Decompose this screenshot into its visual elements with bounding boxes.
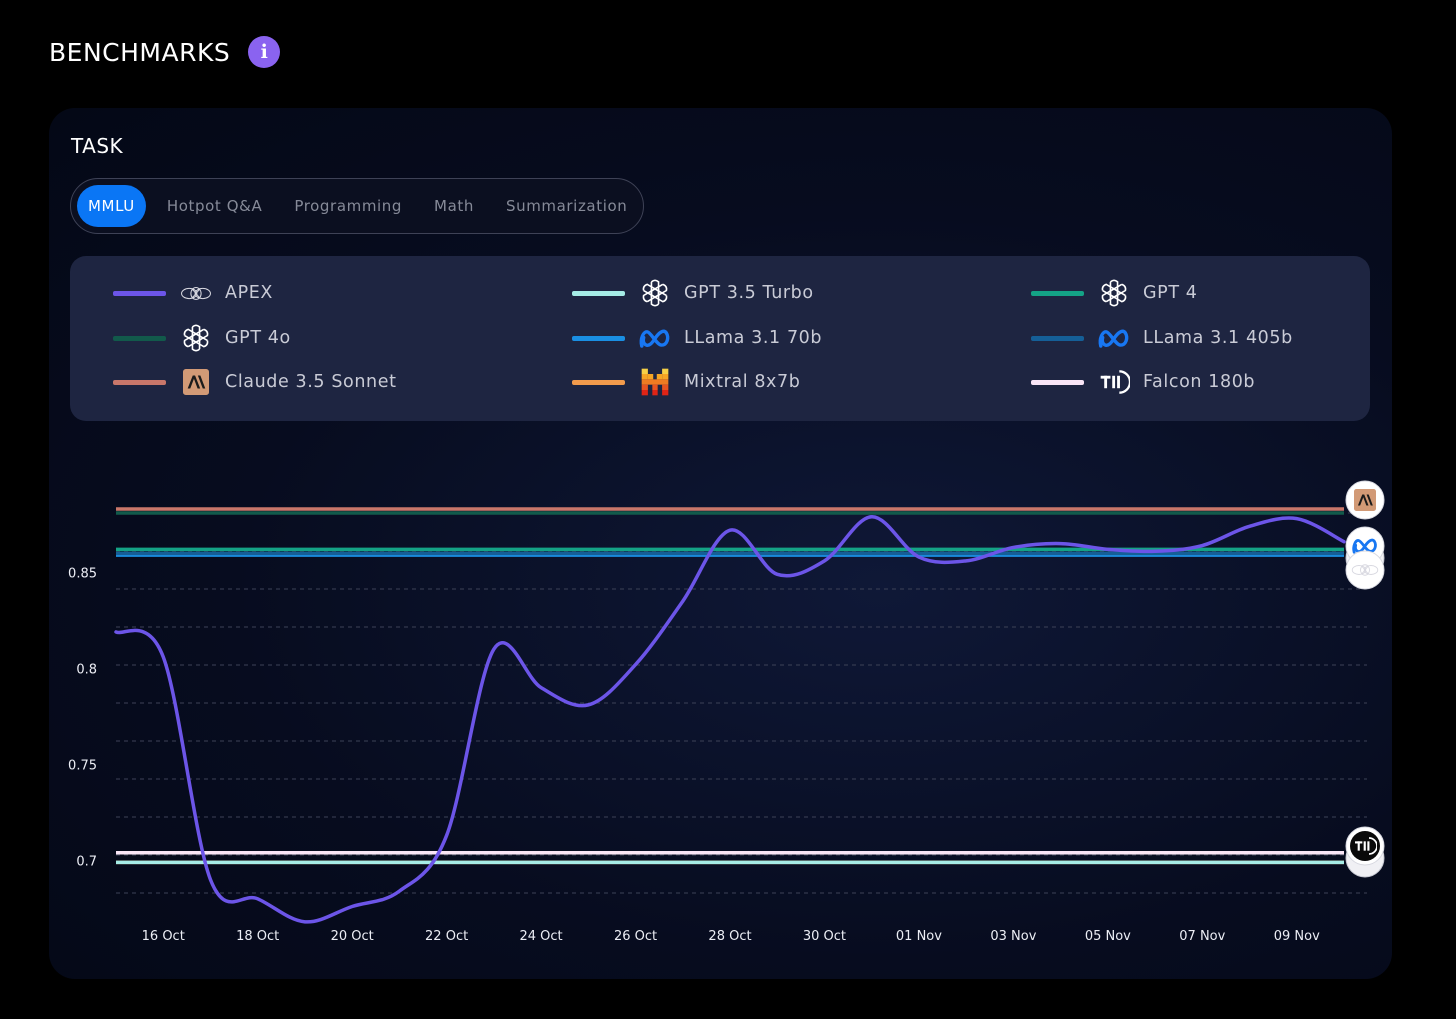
grid-lines	[116, 512, 1367, 894]
legend-label: Falcon 180b	[1143, 372, 1256, 392]
legend-item-gpt-3-5-turbo[interactable]: GPT 3.5 Turbo	[572, 276, 814, 310]
x-tick-label: 28 Oct	[708, 929, 751, 944]
line-chart: 0.7 0.75 0.8 0.85 16 Oct 18 Oct 20 Oct 22 Oct 24…	[68, 480, 1385, 944]
legend-swatch	[572, 290, 625, 296]
tab-hotpot-qa[interactable]: Hotpot Q&A	[166, 197, 263, 215]
legend-item-llama-3-1-70b[interactable]: LLama 3.1 70b	[572, 321, 822, 355]
legend-label: LLama 3.1 70b	[684, 328, 823, 348]
x-tick-label: 18 Oct	[236, 929, 279, 944]
y-tick-label: 0.8	[76, 662, 97, 677]
x-tick-label: 16 Oct	[142, 929, 185, 944]
x-tick-label: 07 Nov	[1179, 929, 1225, 944]
legend-item-mixtral-8x7b[interactable]: Mixtral 8x7b	[572, 365, 800, 399]
x-tick-label: 26 Oct	[614, 929, 657, 944]
tab-summarization[interactable]: Summarization	[505, 197, 628, 215]
legend-swatch	[113, 290, 166, 296]
legend-label: GPT 4o	[225, 328, 291, 348]
legend-swatch	[1031, 379, 1084, 385]
legend-item-falcon-180b[interactable]: Falcon 180b	[1031, 365, 1255, 399]
tab-math[interactable]: Math	[434, 197, 474, 215]
benchmark-card: TASK MMLU Hotpot Q&A Programming Math Su…	[49, 108, 1392, 979]
anthropic-marker-icon[interactable]	[1345, 480, 1385, 520]
legend-label: GPT 3.5 Turbo	[684, 283, 814, 303]
legend-swatch	[113, 379, 166, 385]
legend-item-apex[interactable]: APEX	[113, 276, 273, 310]
legend-item-claude-3-5-sonnet[interactable]: Claude 3.5 Sonnet	[113, 365, 397, 399]
page-header: BENCHMARKS i	[49, 36, 281, 68]
task-tabs: MMLU Hotpot Q&A Programming Math Summari…	[70, 178, 644, 234]
x-tick-label: 05 Nov	[1085, 929, 1131, 944]
task-label: TASK	[71, 134, 124, 158]
tab-programming[interactable]: Programming	[294, 197, 403, 215]
x-tick-label: 24 Oct	[519, 929, 562, 944]
y-tick-label: 0.75	[68, 758, 97, 773]
x-tick-label: 09 Nov	[1274, 929, 1320, 944]
chart-legend: APEX GPT 3.5 Turbo GPT 4 GPT 4o LLama 3.1 70…	[70, 256, 1370, 421]
legend-label: LLama 3.1 405b	[1143, 328, 1293, 348]
tii-marker-icon[interactable]	[1345, 826, 1385, 878]
legend-label: Mixtral 8x7b	[684, 372, 801, 392]
page-title: BENCHMARKS	[49, 37, 231, 67]
legend-label: APEX	[225, 283, 273, 303]
x-tick-label: 30 Oct	[803, 929, 846, 944]
x-tick-label: 22 Oct	[425, 929, 468, 944]
legend-item-gpt-4o[interactable]: GPT 4o	[113, 321, 291, 355]
y-tick-label: 0.85	[68, 566, 97, 581]
x-tick-label: 03 Nov	[990, 929, 1036, 944]
apex-marker-icon[interactable]	[1345, 550, 1385, 590]
x-tick-label: 20 Oct	[331, 929, 374, 944]
legend-swatch	[1031, 290, 1084, 296]
legend-swatch	[572, 379, 625, 385]
y-tick-label: 0.7	[76, 854, 97, 869]
legend-swatch	[1031, 335, 1084, 341]
series-line-apex	[114, 514, 1346, 924]
legend-label: GPT 4	[1143, 283, 1198, 303]
legend-label: Claude 3.5 Sonnet	[225, 372, 397, 392]
x-tick-label: 01 Nov	[896, 929, 942, 944]
legend-item-llama-3-1-405b[interactable]: LLama 3.1 405b	[1031, 321, 1293, 355]
info-icon[interactable]: i	[248, 36, 281, 68]
tab-mmlu[interactable]: MMLU	[77, 185, 146, 227]
legend-item-gpt-4[interactable]: GPT 4	[1031, 276, 1198, 310]
legend-swatch	[572, 335, 625, 341]
legend-swatch	[113, 335, 166, 341]
